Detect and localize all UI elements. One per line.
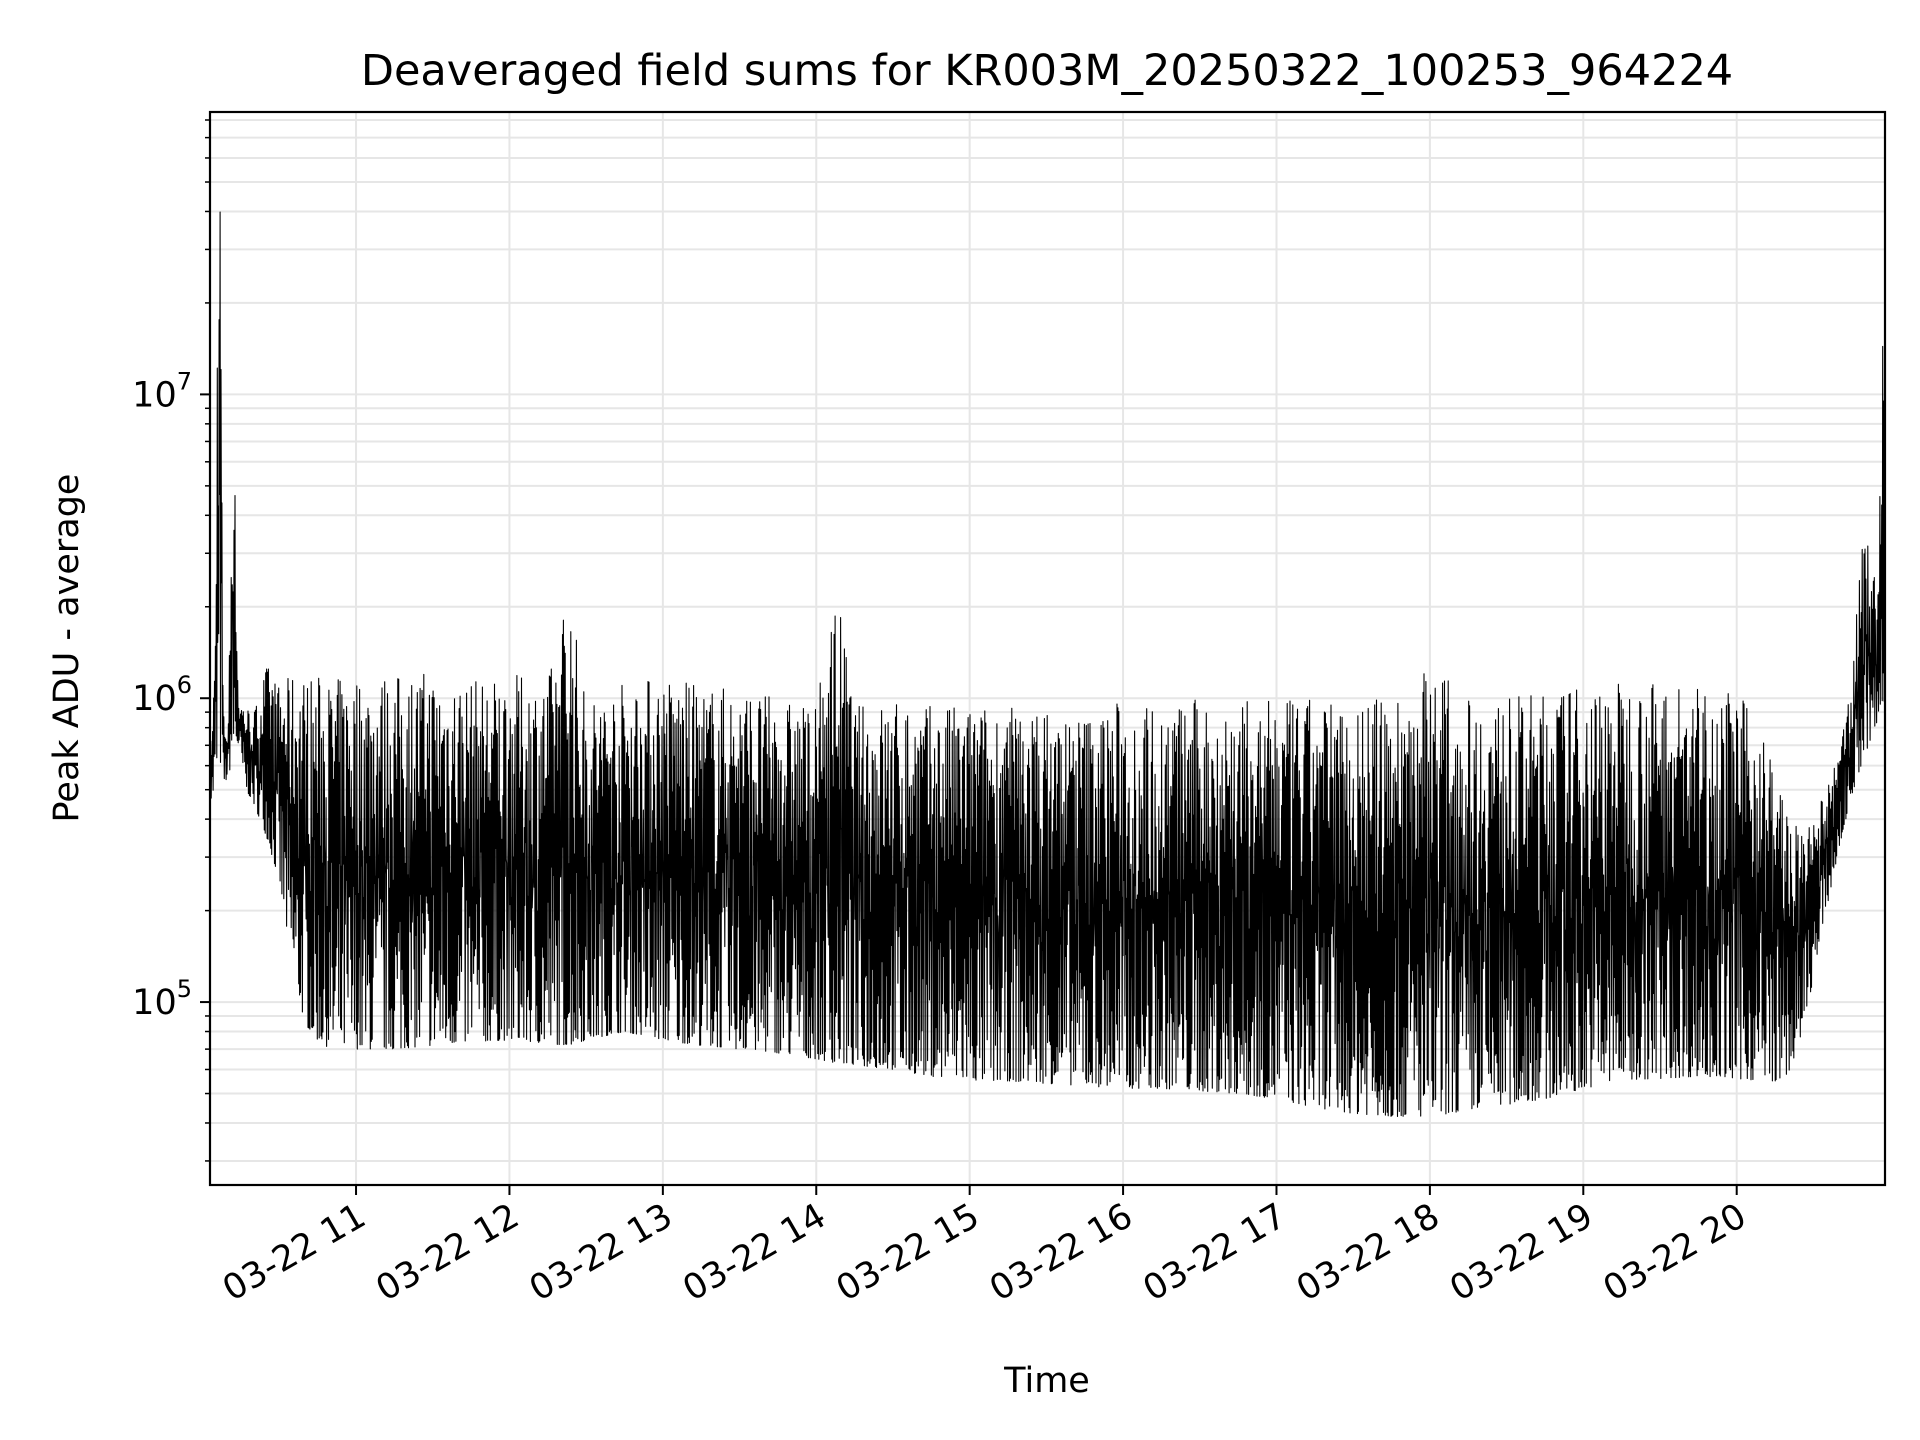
y-axis-label: Peak ADU - average [47,474,87,823]
plot-frame [208,110,1887,1187]
x-axis-label: Time [1003,1361,1090,1401]
series-line-group [209,211,1886,1118]
y-axis-ticks: 105 106 107 [132,119,210,1162]
y-tick-label: 107 [132,367,192,415]
y-tick-label: 106 [132,671,192,719]
y-tick-label: 105 [132,975,192,1023]
series-line [209,211,1886,1118]
chart-title: Deaveraged field sums for KR003M_2025032… [361,46,1733,96]
